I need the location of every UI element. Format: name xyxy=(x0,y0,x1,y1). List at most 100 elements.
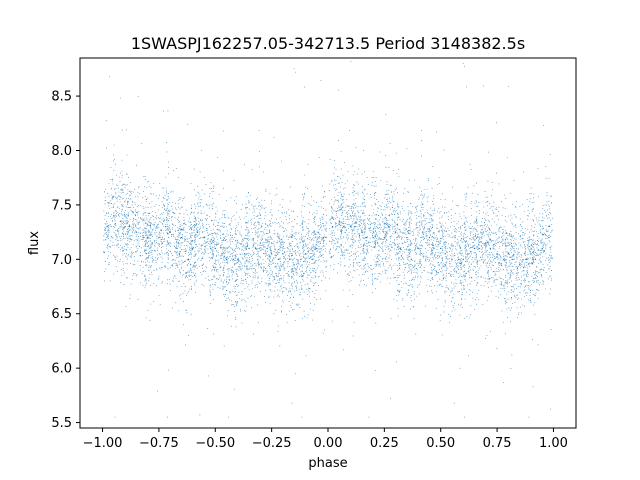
data-point xyxy=(203,270,205,272)
data-point xyxy=(136,206,138,207)
data-point xyxy=(375,288,376,290)
data-point xyxy=(312,282,314,284)
data-point xyxy=(180,294,182,296)
data-point xyxy=(166,283,168,285)
data-point xyxy=(112,206,114,208)
data-point xyxy=(219,287,221,289)
data-point xyxy=(110,225,112,227)
data-point xyxy=(309,302,311,304)
data-point xyxy=(354,233,356,235)
data-point xyxy=(202,245,204,247)
data-point xyxy=(127,214,129,216)
data-point xyxy=(146,260,148,262)
data-point xyxy=(104,223,106,224)
data-point xyxy=(411,269,413,271)
data-point xyxy=(340,204,342,206)
data-point xyxy=(166,199,168,201)
data-point xyxy=(392,265,394,267)
data-point xyxy=(271,243,273,245)
data-point xyxy=(383,225,385,227)
data-point xyxy=(215,226,217,228)
data-point xyxy=(202,206,204,208)
data-point xyxy=(193,220,195,222)
data-point xyxy=(155,227,157,229)
data-point xyxy=(382,250,384,252)
data-point xyxy=(132,218,134,219)
data-point xyxy=(314,233,316,235)
data-point xyxy=(259,234,261,236)
data-point xyxy=(392,207,394,209)
data-point xyxy=(279,257,281,259)
data-point xyxy=(224,260,226,261)
data-point xyxy=(288,214,290,216)
data-point xyxy=(332,184,334,186)
data-point xyxy=(415,243,417,245)
data-point xyxy=(113,195,115,197)
data-point xyxy=(384,217,386,219)
data-point xyxy=(414,245,416,247)
data-point xyxy=(309,295,311,297)
data-point xyxy=(384,269,386,271)
data-point xyxy=(167,230,169,232)
data-point xyxy=(206,214,208,216)
data-point xyxy=(166,240,168,242)
data-point xyxy=(350,60,352,62)
data-point xyxy=(227,257,229,259)
data-point xyxy=(412,276,414,278)
data-point xyxy=(357,206,359,207)
data-point xyxy=(325,261,327,263)
data-point xyxy=(148,232,150,234)
data-point xyxy=(344,187,346,189)
data-point xyxy=(399,248,401,250)
data-point xyxy=(132,244,134,246)
data-point xyxy=(202,226,204,228)
data-point xyxy=(137,211,139,213)
data-point xyxy=(336,242,338,244)
data-point xyxy=(311,258,313,261)
data-point xyxy=(377,224,379,226)
data-point xyxy=(190,241,192,243)
data-point xyxy=(166,151,168,153)
data-point xyxy=(273,240,275,242)
data-point xyxy=(145,235,147,237)
data-point xyxy=(360,239,361,241)
data-point xyxy=(302,237,304,239)
data-point xyxy=(234,280,236,282)
data-point xyxy=(310,256,312,258)
data-point xyxy=(126,216,128,218)
data-point xyxy=(315,246,316,248)
data-point xyxy=(106,147,107,149)
data-point xyxy=(295,233,297,235)
data-point xyxy=(343,223,345,225)
data-point xyxy=(351,254,353,256)
data-point xyxy=(186,241,188,243)
data-point xyxy=(344,242,346,244)
data-point xyxy=(179,295,180,297)
data-point xyxy=(253,239,254,241)
data-point xyxy=(350,225,352,227)
data-point xyxy=(244,271,246,273)
data-point xyxy=(197,230,199,232)
data-point xyxy=(283,287,285,288)
data-point xyxy=(371,229,373,231)
data-point xyxy=(342,196,344,198)
data-point xyxy=(405,263,407,265)
data-point xyxy=(350,251,352,253)
data-point xyxy=(142,218,144,220)
data-point xyxy=(209,252,211,254)
data-point xyxy=(349,207,351,209)
data-point xyxy=(215,260,217,261)
data-point xyxy=(157,257,159,259)
data-point xyxy=(335,169,337,171)
data-point xyxy=(292,285,294,287)
data-point xyxy=(250,256,252,258)
data-point xyxy=(235,304,237,306)
data-point xyxy=(165,191,167,193)
data-point xyxy=(240,310,241,312)
data-point xyxy=(365,254,367,255)
data-point xyxy=(312,234,314,236)
data-point xyxy=(283,235,285,237)
data-point xyxy=(211,233,213,235)
data-point xyxy=(159,235,161,237)
data-point xyxy=(397,232,399,234)
